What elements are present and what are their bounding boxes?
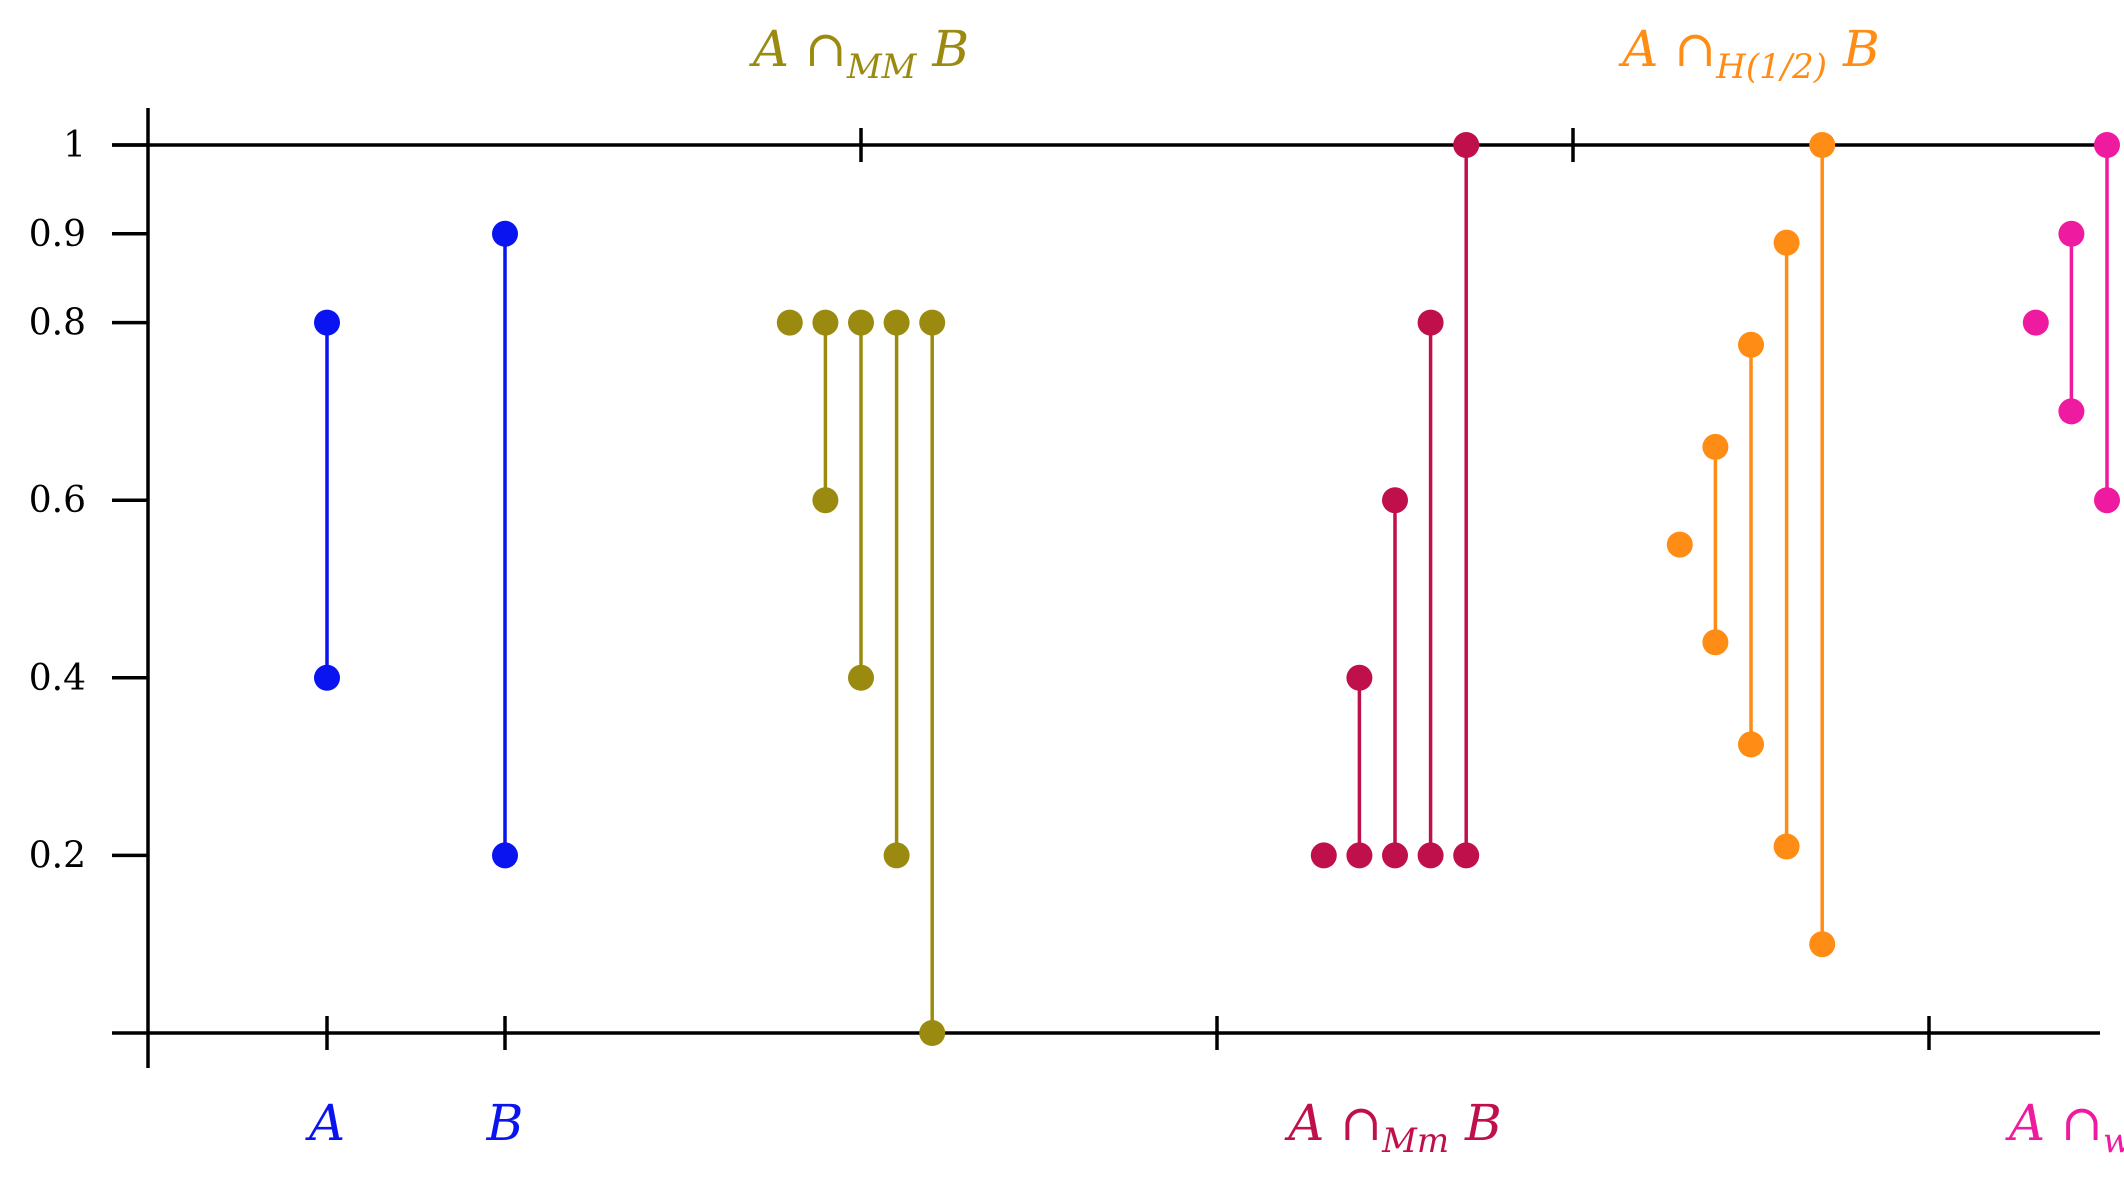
group-labels: ABA ∩MM BA ∩Mm BA ∩H(1/2) BA ∩wo B (305, 20, 2124, 1161)
group-label-H: A ∩H(1/2) B (1618, 20, 1879, 87)
interval-point-low-H (1738, 731, 1764, 758)
interval-point-high-Mm (1346, 664, 1373, 691)
group-label-main: A ∩ (749, 20, 847, 78)
group-label-subscript: wo (2103, 1121, 2124, 1161)
interval-point-high-Mm (1382, 487, 1408, 514)
interval-point-high-MM (812, 309, 839, 336)
group-label-main: B (486, 1094, 524, 1152)
interval-point-low-MM (919, 1020, 946, 1046)
interval-point-low-MM (848, 664, 874, 691)
axes: 0.2 0.4 0.6 0.8 0.9 1 (29, 108, 2100, 1068)
interval-point-low-Mm (1382, 842, 1408, 869)
y-tick-label: 0.4 (29, 658, 86, 699)
group-label-main: A (305, 1094, 345, 1152)
y-tick-label: 0.2 (29, 835, 86, 876)
group-label-subscript: MM (846, 47, 918, 87)
group-label-B: B (486, 1094, 524, 1152)
interval-point-high-H (1809, 132, 1836, 158)
interval-point-low-B (492, 842, 518, 869)
group-label-A: A (305, 1094, 345, 1152)
interval-point-low-H (1809, 931, 1836, 958)
interval-point-high-Mm (1417, 309, 1444, 336)
group-label-main: A ∩ (1284, 1094, 1382, 1152)
interval-point-high-H (1702, 433, 1729, 460)
y-tick-label: 0.9 (29, 214, 86, 255)
interval-point-low-H (1702, 629, 1729, 656)
interval-point-high-MM (776, 309, 803, 336)
group-label-Mm: A ∩Mm B (1284, 1094, 1502, 1161)
interval-point-low-Mm (1453, 842, 1480, 869)
interval-point-low-wo (2094, 487, 2120, 514)
interval-point-high-H (1738, 331, 1764, 358)
interval-point-low-Mm (1346, 842, 1373, 869)
interval-point-low-H (1773, 833, 1800, 860)
interval-point-high-H (1773, 229, 1800, 256)
group-label-main: A ∩ (2005, 1094, 2103, 1152)
interval-point-low-A (314, 664, 340, 691)
interval-point-high-wo (2058, 220, 2085, 247)
chart-marks (314, 132, 2120, 1046)
interval-point-high-wo (2022, 309, 2049, 336)
group-label-end: B (1827, 20, 1880, 78)
group-label-end: B (1449, 1094, 1502, 1152)
group-label-MM: A ∩MM B (749, 20, 969, 87)
group-label-wo: A ∩wo B (2005, 1094, 2124, 1161)
interval-point-high-wo (2094, 132, 2120, 158)
interval-point-low-wo (2058, 398, 2085, 425)
group-label-main: A ∩ (1618, 20, 1716, 78)
interval-point-high-MM (883, 309, 910, 336)
y-tick-label: 0.6 (29, 480, 86, 521)
interval-point-high-Mm (1453, 132, 1480, 158)
y-tick-label: 1 (63, 125, 86, 166)
interval-point-high-B (492, 220, 518, 247)
interval-point-high-A (314, 309, 340, 336)
y-tick-label: 0.8 (29, 303, 86, 344)
interval-point-high-H (1666, 531, 1693, 558)
group-label-end: B (916, 20, 969, 78)
interval-point-low-MM (812, 487, 839, 514)
group-label-subscript: H(1/2) (1715, 47, 1827, 87)
interval-point-low-MM (883, 842, 910, 869)
interval-point-low-Mm (1417, 842, 1444, 869)
group-label-subscript: Mm (1381, 1121, 1449, 1161)
interval-point-high-MM (919, 309, 946, 336)
interval-point-high-MM (848, 309, 874, 336)
interval-point-high-Mm (1310, 842, 1337, 869)
